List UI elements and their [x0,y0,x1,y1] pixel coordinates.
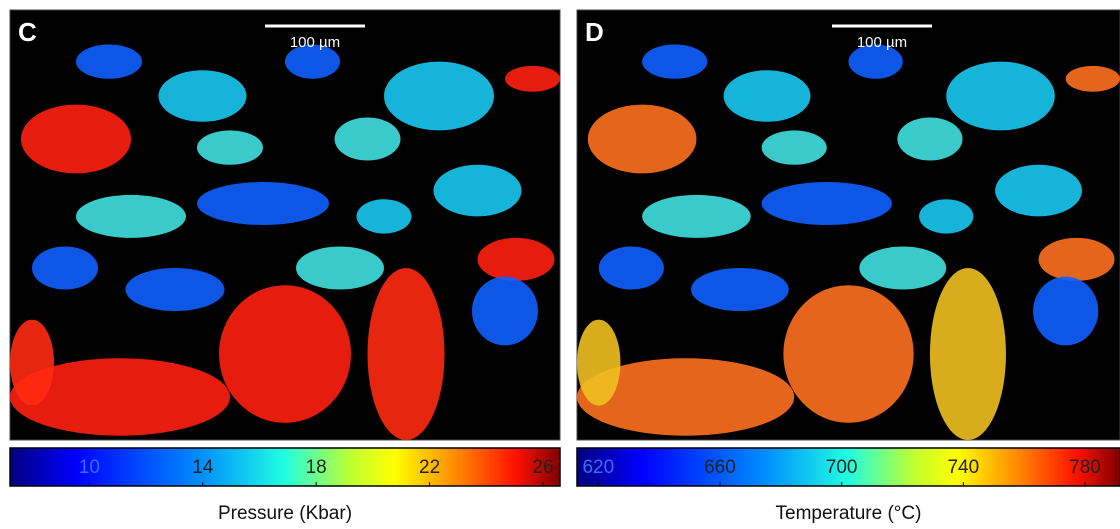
phase-region [587,104,697,174]
phase-region [761,130,827,165]
phase-region [477,237,555,281]
phase-region [384,61,494,131]
phase-region [642,44,708,79]
phase-region [723,70,811,122]
phase-region [691,268,789,311]
phase-region [577,358,795,436]
colorbar-tick-label: 780 [1069,457,1101,478]
phase-region [219,285,351,423]
colorbar-tick-label: 700 [826,457,858,478]
phase-region [433,164,522,217]
map-panel [576,9,1120,441]
phase-region [158,70,247,122]
phase-region [32,246,98,290]
phase-region [334,117,401,161]
colorbar-tick-label: 740 [947,457,979,478]
panel-letter: D [585,17,604,47]
phase-region [197,130,263,165]
phase-region [356,199,412,234]
phase-region [929,268,1006,440]
phase-region [10,358,230,436]
colorbar-tick-label: 18 [306,457,327,478]
scale-bar-label: 100 µm [857,34,907,51]
phase-region [995,164,1082,217]
colorbar-label: Pressure (Kbar) [218,503,352,524]
phase-region [642,194,751,238]
phase-region [197,182,329,225]
phase-region [919,199,974,234]
phase-region [10,319,54,406]
phase-region [1033,276,1099,346]
phase-region [946,61,1055,131]
phase-region [859,246,947,290]
phase-region [577,319,621,406]
colorbar-tick-label: 10 [79,457,100,478]
colorbar-tick-label: 14 [192,457,214,478]
map-panel [9,9,561,441]
panel-letter: C [18,17,37,47]
scale-bar-label: 100 µm [290,34,340,51]
phase-region [472,276,538,346]
phase-region [1038,237,1115,281]
phase-region [76,194,186,238]
colorbar [9,447,561,487]
phase-region [285,44,340,79]
colorbar-tick-label: 22 [419,457,440,478]
phase-region [848,44,903,79]
colorbar [576,447,1120,487]
colorbar-label: Temperature (°C) [776,503,922,524]
colorbar-tick-label: 620 [582,457,614,478]
phase-region [125,268,225,311]
phase-region [296,246,384,290]
colorbar-tick-label: 660 [704,457,736,478]
phase-region [76,44,142,79]
colorbar-tick-label: 26 [532,457,553,478]
phase-region [761,182,892,225]
phase-region [367,268,445,440]
phase-region [783,285,914,423]
phase-region [21,104,131,174]
phase-region [598,246,664,290]
phase-region [897,117,963,161]
phase-region [505,65,560,92]
phase-region [1065,65,1120,92]
